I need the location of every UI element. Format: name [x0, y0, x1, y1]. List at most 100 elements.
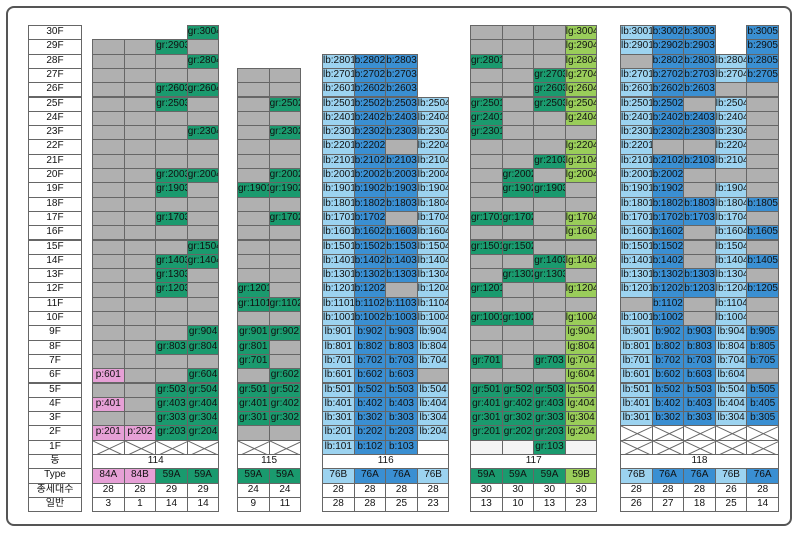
unit-cell[interactable]: lb:1104	[416, 296, 450, 312]
unit-cell[interactable]: lg:1704	[564, 210, 598, 227]
unit-cell[interactable]: gr:2503	[533, 96, 566, 112]
unit-cell[interactable]: gr:1903	[533, 182, 566, 198]
unit-cell[interactable]: b:1502	[651, 239, 685, 255]
unit-cell[interactable]: b:805	[746, 339, 779, 355]
unit-cell[interactable]: lb:1301	[322, 268, 355, 284]
unit-cell[interactable]: gr:803	[155, 339, 188, 355]
unit-cell[interactable]: p:201	[92, 425, 125, 441]
unit-cell[interactable]: gr:403	[155, 396, 188, 413]
unit-cell[interactable]: gr:2002	[501, 168, 535, 184]
unit-cell[interactable]: gr:503	[533, 382, 566, 398]
unit-cell[interactable]: b:705	[746, 353, 779, 370]
unit-cell[interactable]: gr:1201	[237, 282, 270, 298]
unit-cell[interactable]: lb:804	[714, 339, 748, 355]
unit-cell[interactable]: gr:1404	[186, 253, 220, 270]
unit-cell[interactable]: b:1002	[353, 311, 387, 327]
unit-cell[interactable]: lb:1204	[416, 282, 450, 298]
unit-cell[interactable]: b:203	[385, 425, 418, 441]
unit-cell[interactable]: b:602	[353, 368, 387, 384]
unit-cell[interactable]: gr:302	[268, 411, 302, 427]
unit-cell[interactable]: lb:2201	[620, 139, 653, 155]
unit-cell[interactable]: lb:2101	[620, 153, 653, 169]
unit-cell[interactable]: gr:2503	[155, 96, 188, 112]
unit-cell[interactable]: b:2102	[651, 153, 685, 169]
unit-cell[interactable]: lg:204	[564, 425, 598, 441]
unit-cell[interactable]: gr:3004	[186, 25, 220, 41]
unit-cell[interactable]: gr:401	[237, 396, 270, 413]
unit-cell[interactable]: lb:904	[714, 325, 748, 341]
unit-cell[interactable]: gr:701	[237, 353, 270, 370]
unit-cell[interactable]: lb:2204	[714, 139, 748, 155]
unit-cell[interactable]: lb:1204	[714, 282, 748, 298]
unit-cell[interactable]: b:2202	[353, 139, 387, 155]
unit-cell[interactable]: b:2803	[385, 53, 418, 69]
unit-cell[interactable]: b:3002	[651, 25, 685, 41]
unit-cell[interactable]: b:2602	[353, 82, 387, 98]
unit-cell[interactable]: b:2103	[683, 153, 716, 169]
unit-cell[interactable]: lb:401	[322, 396, 355, 413]
unit-cell[interactable]: lb:2504	[714, 96, 748, 112]
unit-cell[interactable]: gr:403	[533, 396, 566, 413]
unit-cell[interactable]: gr:303	[533, 411, 566, 427]
unit-cell[interactable]: lb:1801	[322, 196, 355, 212]
unit-cell[interactable]: lb:704	[416, 353, 450, 370]
unit-cell[interactable]: gr:1303	[155, 268, 188, 284]
unit-cell[interactable]: lb:1004	[416, 311, 450, 327]
unit-cell[interactable]: b:703	[683, 353, 716, 370]
unit-cell[interactable]: lb:1504	[714, 239, 748, 255]
unit-cell[interactable]: b:2502	[353, 96, 387, 112]
unit-cell[interactable]: lb:1401	[620, 253, 653, 270]
unit-cell[interactable]: gr:1403	[155, 253, 188, 270]
unit-cell[interactable]: b:2003	[385, 168, 418, 184]
unit-cell[interactable]: b:2302	[353, 125, 387, 141]
unit-cell[interactable]: b:2402	[651, 110, 685, 127]
unit-cell[interactable]: lb:1901	[620, 182, 653, 198]
unit-cell[interactable]: gr:201	[470, 425, 503, 441]
unit-cell[interactable]: lg:2404	[564, 110, 598, 127]
unit-cell[interactable]: gr:402	[501, 396, 535, 413]
unit-cell[interactable]: gr:2103	[533, 153, 566, 169]
unit-cell[interactable]: lg:2004	[564, 168, 598, 184]
unit-cell[interactable]: lb:101	[322, 439, 355, 455]
unit-cell[interactable]: lb:304	[416, 411, 450, 427]
unit-cell[interactable]: gr:1201	[470, 282, 503, 298]
unit-cell[interactable]: b:1303	[683, 268, 716, 284]
unit-cell[interactable]: lb:1004	[714, 311, 748, 327]
unit-cell[interactable]: b:1405	[746, 253, 779, 270]
unit-cell[interactable]: b:505	[746, 382, 779, 398]
unit-cell[interactable]: b:1902	[353, 182, 387, 198]
unit-cell[interactable]: lb:801	[322, 339, 355, 355]
unit-cell[interactable]: lb:2501	[322, 96, 355, 112]
unit-cell[interactable]: lb:1904	[416, 182, 450, 198]
unit-cell[interactable]: b:1103	[385, 296, 418, 312]
unit-cell[interactable]: lb:3001	[620, 25, 653, 41]
unit-cell[interactable]: gr:2703	[533, 67, 566, 84]
unit-cell[interactable]: b:903	[385, 325, 418, 341]
unit-cell[interactable]: b:2705	[746, 67, 779, 84]
unit-cell[interactable]: b:2102	[353, 153, 387, 169]
unit-cell[interactable]: b:303	[683, 411, 716, 427]
unit-cell[interactable]: lg:704	[564, 353, 598, 370]
unit-cell[interactable]: b:1402	[353, 253, 387, 270]
unit-cell[interactable]: lg:2104	[564, 153, 598, 169]
unit-cell[interactable]: lb:1301	[620, 268, 653, 284]
unit-cell[interactable]: b:1802	[353, 196, 387, 212]
unit-cell[interactable]: lb:404	[714, 396, 748, 413]
unit-cell[interactable]: lg:304	[564, 411, 598, 427]
unit-cell[interactable]: b:2403	[385, 110, 418, 127]
unit-cell[interactable]: lb:2601	[322, 82, 355, 98]
unit-cell[interactable]: b:403	[683, 396, 716, 413]
unit-cell[interactable]: lb:601	[322, 368, 355, 384]
unit-cell[interactable]: lb:804	[416, 339, 450, 355]
unit-cell[interactable]: b:802	[353, 339, 387, 355]
unit-cell[interactable]: gr:202	[501, 425, 535, 441]
unit-cell[interactable]: lb:2104	[714, 153, 748, 169]
unit-cell[interactable]: b:905	[746, 325, 779, 341]
unit-cell[interactable]: b:1603	[385, 225, 418, 241]
unit-cell[interactable]: lb:2004	[416, 168, 450, 184]
unit-cell[interactable]: lb:2104	[416, 153, 450, 169]
unit-cell[interactable]: lb:504	[416, 382, 450, 398]
unit-cell[interactable]: lb:1404	[416, 253, 450, 270]
unit-cell[interactable]: gr:502	[268, 382, 302, 398]
unit-cell[interactable]: gr:1902	[268, 182, 302, 198]
